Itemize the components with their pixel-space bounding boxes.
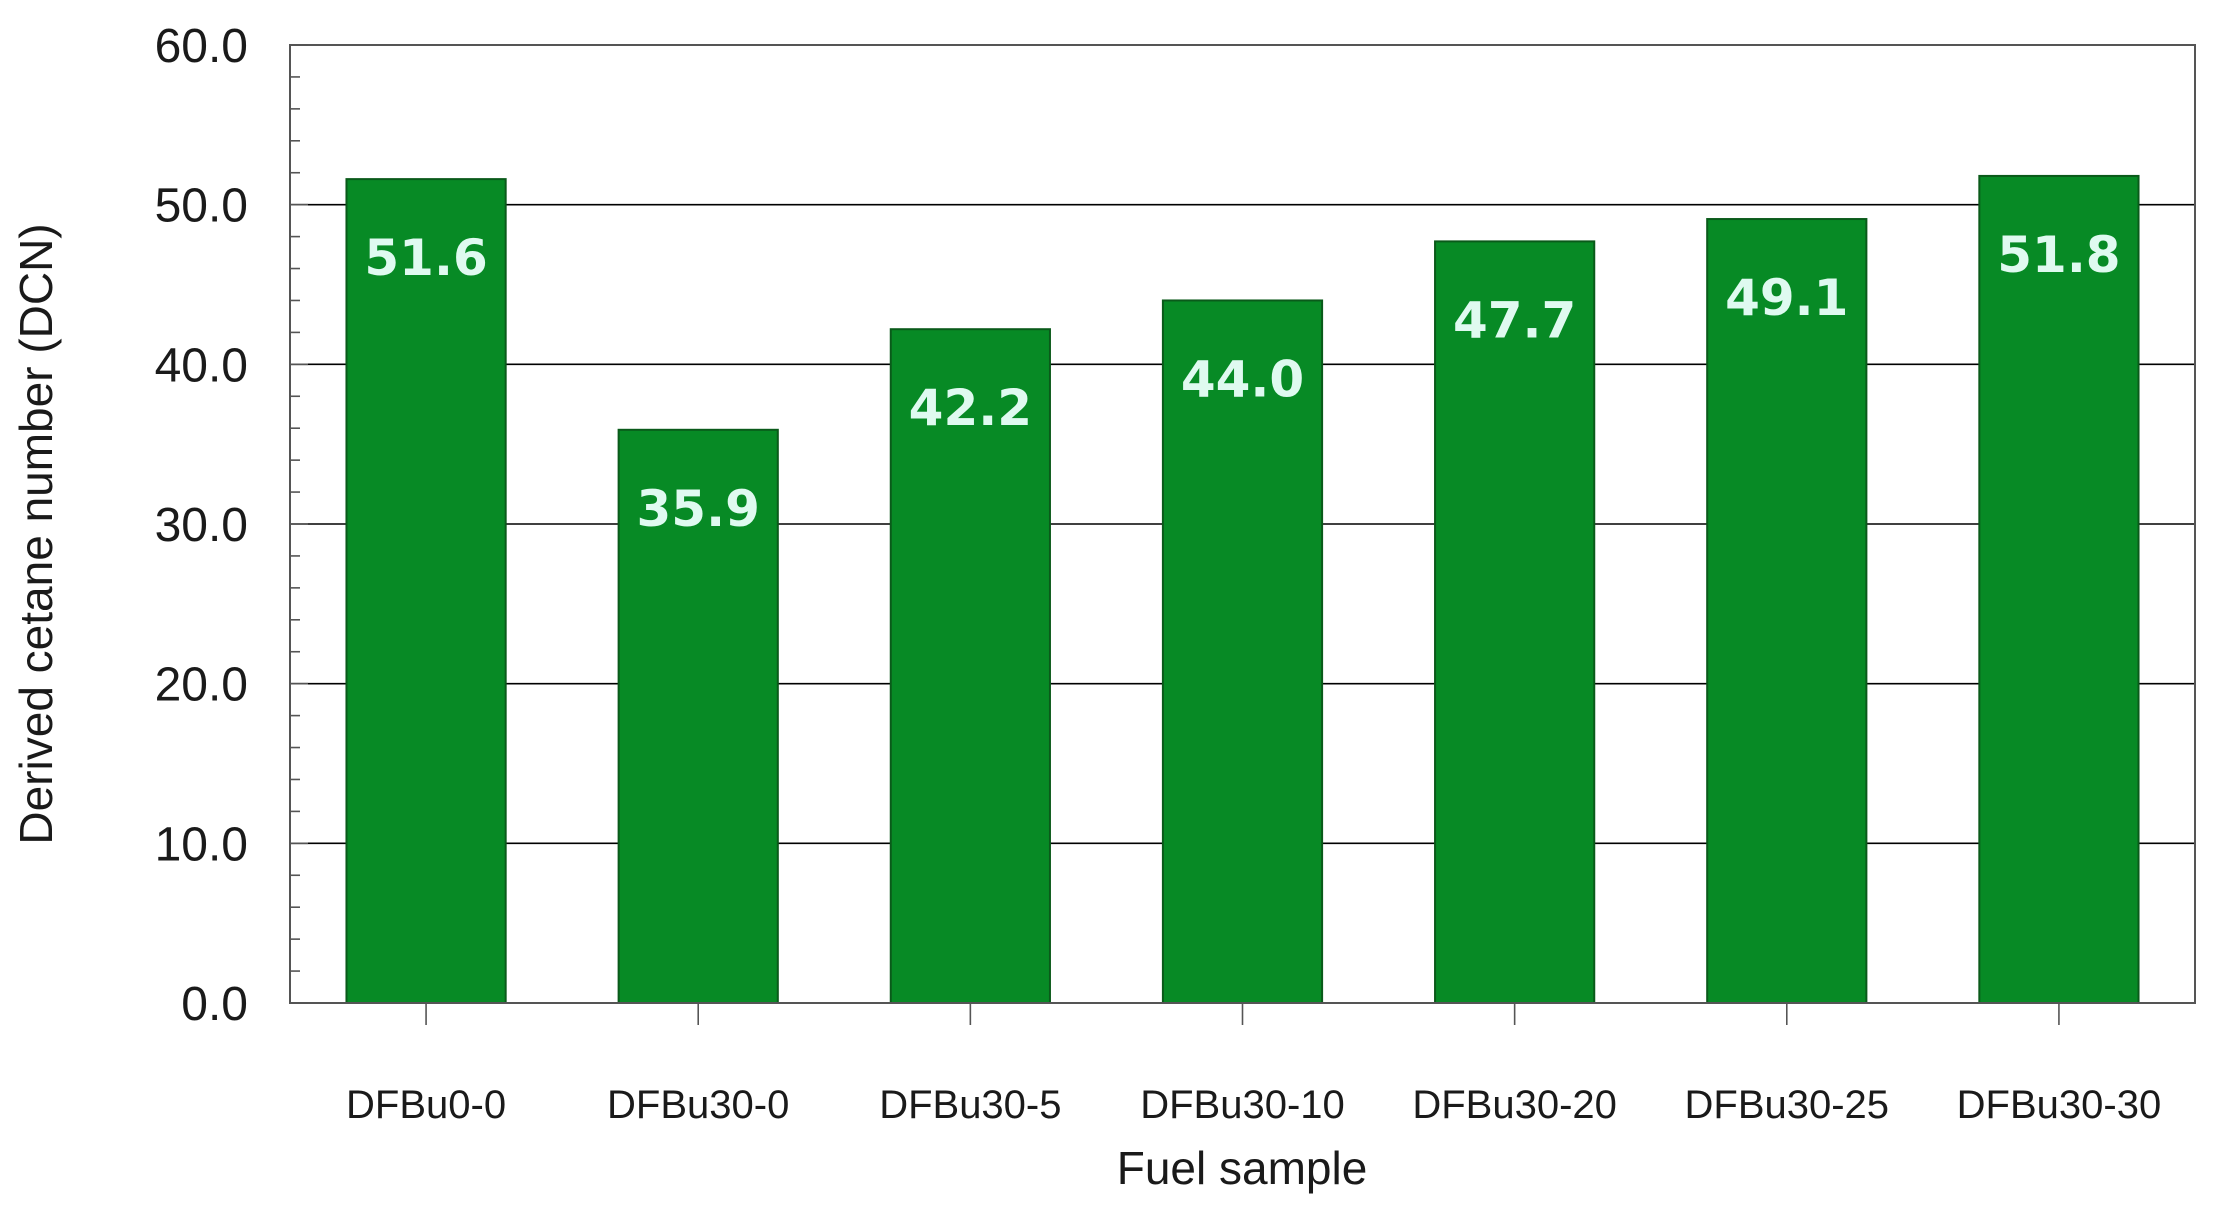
bar-value-label: 49.1 bbox=[1725, 269, 1848, 327]
bar bbox=[1434, 240, 1596, 1004]
axes bbox=[289, 44, 2196, 1025]
y-tick-label: 0.0 bbox=[181, 978, 248, 1031]
x-tick-label: DFBu30-20 bbox=[1412, 1083, 1617, 1127]
bar-value-label: 47.7 bbox=[1453, 291, 1576, 349]
bar bbox=[1161, 299, 1324, 1004]
y-tick-label: 60.0 bbox=[155, 20, 248, 73]
y-tick-label: 20.0 bbox=[155, 659, 248, 712]
x-tick-label: DFBu30-25 bbox=[1685, 1083, 1890, 1127]
bar-value-label: 35.9 bbox=[637, 480, 760, 538]
bar bbox=[1978, 174, 2140, 1004]
bar-value-label: 42.2 bbox=[909, 379, 1032, 437]
x-tick-label: DFBu30-0 bbox=[607, 1083, 789, 1127]
x-tick-label: DFBu30-30 bbox=[1957, 1083, 2162, 1127]
y-tick-label: 50.0 bbox=[155, 180, 248, 233]
bar bbox=[345, 178, 507, 1004]
bar bbox=[1706, 218, 1868, 1004]
x-tick-label: DFBu30-5 bbox=[879, 1083, 1061, 1127]
bar bbox=[889, 328, 1051, 1004]
bars bbox=[345, 174, 2140, 1004]
bar-value-label: 44.0 bbox=[1181, 350, 1304, 408]
bar-value-label: 51.6 bbox=[364, 229, 487, 287]
labels: 0.0 10.0 20.0 30.0 40.0 50.0 60.0 51.6 35.9 42.2 4… bbox=[155, 20, 2162, 1127]
y-tick-label: 40.0 bbox=[155, 339, 248, 392]
y-axis-title: Derived cetane number (DCN) bbox=[10, 223, 62, 844]
y-tick-label: 30.0 bbox=[155, 499, 248, 552]
x-axis-title: Fuel sample bbox=[1117, 1142, 1368, 1194]
bar-value-label: 51.8 bbox=[1997, 226, 2120, 284]
x-tick-label: DFBu30-10 bbox=[1140, 1083, 1345, 1127]
x-tick-label: DFBu0-0 bbox=[346, 1083, 506, 1127]
y-tick-label: 10.0 bbox=[155, 818, 248, 871]
